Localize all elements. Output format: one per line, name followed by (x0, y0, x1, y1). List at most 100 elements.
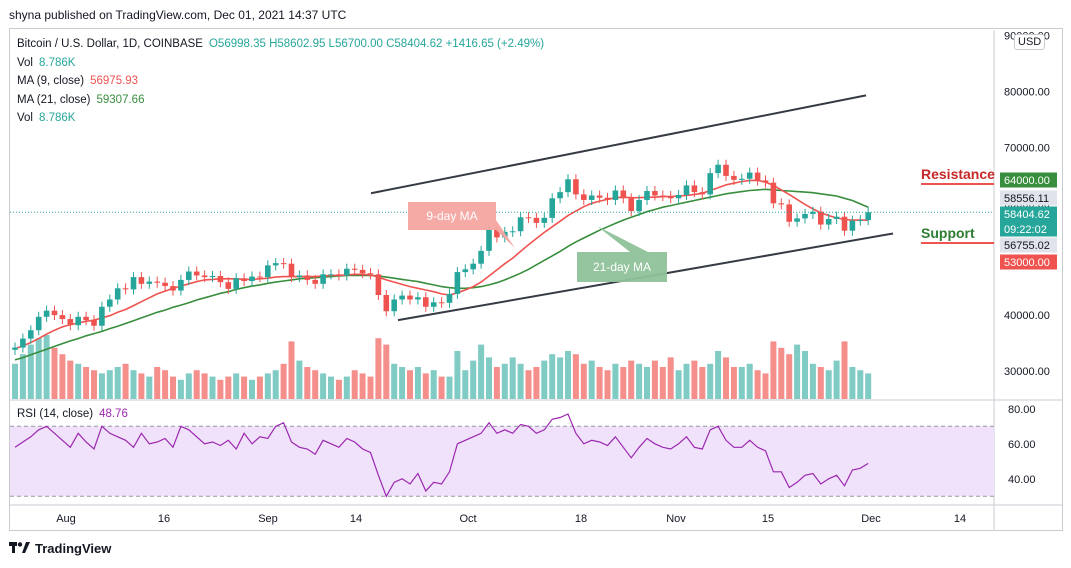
candle-body (20, 338, 26, 348)
legend-ma21-row: MA (21, close) 59307.66 (17, 91, 544, 110)
candle-body (723, 164, 729, 176)
volume-bar (328, 376, 334, 399)
rsi-line (14, 413, 869, 498)
candle-body (272, 263, 279, 266)
candle-body (12, 347, 18, 350)
volume-bar (746, 363, 753, 399)
volume-bar (857, 370, 864, 399)
candle-body (59, 315, 66, 320)
volume-bar (154, 367, 161, 399)
candle-body (217, 276, 224, 283)
volume-bar (249, 379, 255, 399)
volume-bar (98, 373, 105, 399)
volume-bar (225, 376, 232, 399)
ma21-line (14, 188, 869, 361)
candle-body (75, 316, 81, 326)
volume-bar (264, 373, 271, 399)
candle-body (652, 191, 658, 196)
candle-body (344, 268, 350, 276)
ma21-callout-bg (577, 226, 667, 282)
candle-body (320, 274, 326, 284)
time-tick-label: 15 (762, 513, 774, 525)
candle-body (51, 310, 58, 316)
volume-bar (233, 373, 240, 399)
volume-bar (667, 357, 674, 399)
volume-bar (351, 370, 358, 399)
currency-button[interactable]: USD (1014, 34, 1046, 50)
volume-bar (501, 363, 508, 399)
volume-bar (833, 360, 840, 399)
volume-bar (730, 367, 737, 399)
candle-body (865, 212, 871, 221)
volume-bar (588, 360, 595, 399)
brand-name: TradingView (35, 541, 112, 556)
volume-bar (280, 363, 287, 399)
chart-legend: Bitcoin / U.S. Dollar, 1D, COINBASE O5699… (17, 35, 544, 128)
ma21-callout-label: 21-day MA (593, 260, 651, 274)
price-label-badge (1000, 237, 1057, 253)
ma21-label: MA (21, close) (17, 93, 91, 106)
candle-body (636, 199, 642, 212)
volume-bar (83, 367, 90, 399)
volume-bar (296, 360, 303, 399)
time-tick-label: 16 (158, 513, 170, 525)
candle-body (35, 316, 42, 331)
price-label-text: 56755.02 (1004, 240, 1050, 252)
time-tick-label: Aug (56, 513, 76, 525)
legend-vol-row: Vol 8.786K (17, 54, 544, 73)
footer-brand[interactable]: TradingView (9, 541, 111, 557)
candle-body (517, 217, 524, 232)
candle-body (746, 172, 753, 179)
volume-bar (438, 376, 445, 399)
candle-body (107, 299, 113, 307)
candle-body (122, 288, 129, 290)
candle-body (596, 195, 603, 198)
volume-bar (177, 379, 184, 399)
volume-bar (841, 341, 848, 399)
volume-bar (525, 370, 532, 399)
legend-vol2-row: Vol 8.786K (17, 109, 544, 128)
legend-symbol-row: Bitcoin / U.S. Dollar, 1D, COINBASE O5699… (17, 35, 544, 54)
volume-bar (865, 373, 872, 399)
candle-body (841, 216, 848, 231)
candle-body (683, 185, 690, 195)
candle-body (407, 295, 413, 300)
volume-bar (146, 376, 153, 399)
volume-bar (162, 370, 169, 399)
volume-bar (596, 367, 603, 399)
volume-bar (422, 373, 429, 399)
published-line: shyna published on TradingView.com, Dec … (9, 8, 347, 22)
volume-bar (549, 354, 556, 399)
volume-bar (375, 338, 382, 399)
candle-body (359, 269, 366, 274)
volume-bar (572, 354, 579, 399)
volume-bar (201, 373, 208, 399)
ma21-value: 59307.66 (96, 93, 145, 106)
time-tick-label: Oct (459, 513, 476, 525)
candle-body (241, 278, 247, 282)
price-label-badge (1000, 254, 1057, 270)
volume-bar (644, 367, 650, 399)
candle-body (336, 274, 342, 276)
price-label-badge (1000, 206, 1057, 222)
candle-body (265, 265, 271, 278)
volume-bar (185, 373, 192, 399)
rsi-tick-label: 40.00 (1008, 474, 1036, 486)
ma9-label: MA (9, close) (17, 75, 85, 87)
volume-bar (320, 373, 327, 399)
rsi-band (10, 426, 994, 497)
candle-body (549, 198, 555, 218)
candle-body (138, 277, 145, 284)
volume-bar (794, 344, 801, 399)
candle-body (644, 191, 650, 200)
volume-bar (738, 367, 745, 399)
candle-body (154, 281, 160, 283)
volume-bar (723, 357, 729, 399)
candle-body (470, 263, 476, 270)
time-tick-label: 14 (350, 513, 362, 525)
volume-bar (770, 341, 777, 399)
candle-body (193, 271, 200, 276)
candle-body (114, 288, 121, 300)
candle-body (778, 203, 785, 205)
